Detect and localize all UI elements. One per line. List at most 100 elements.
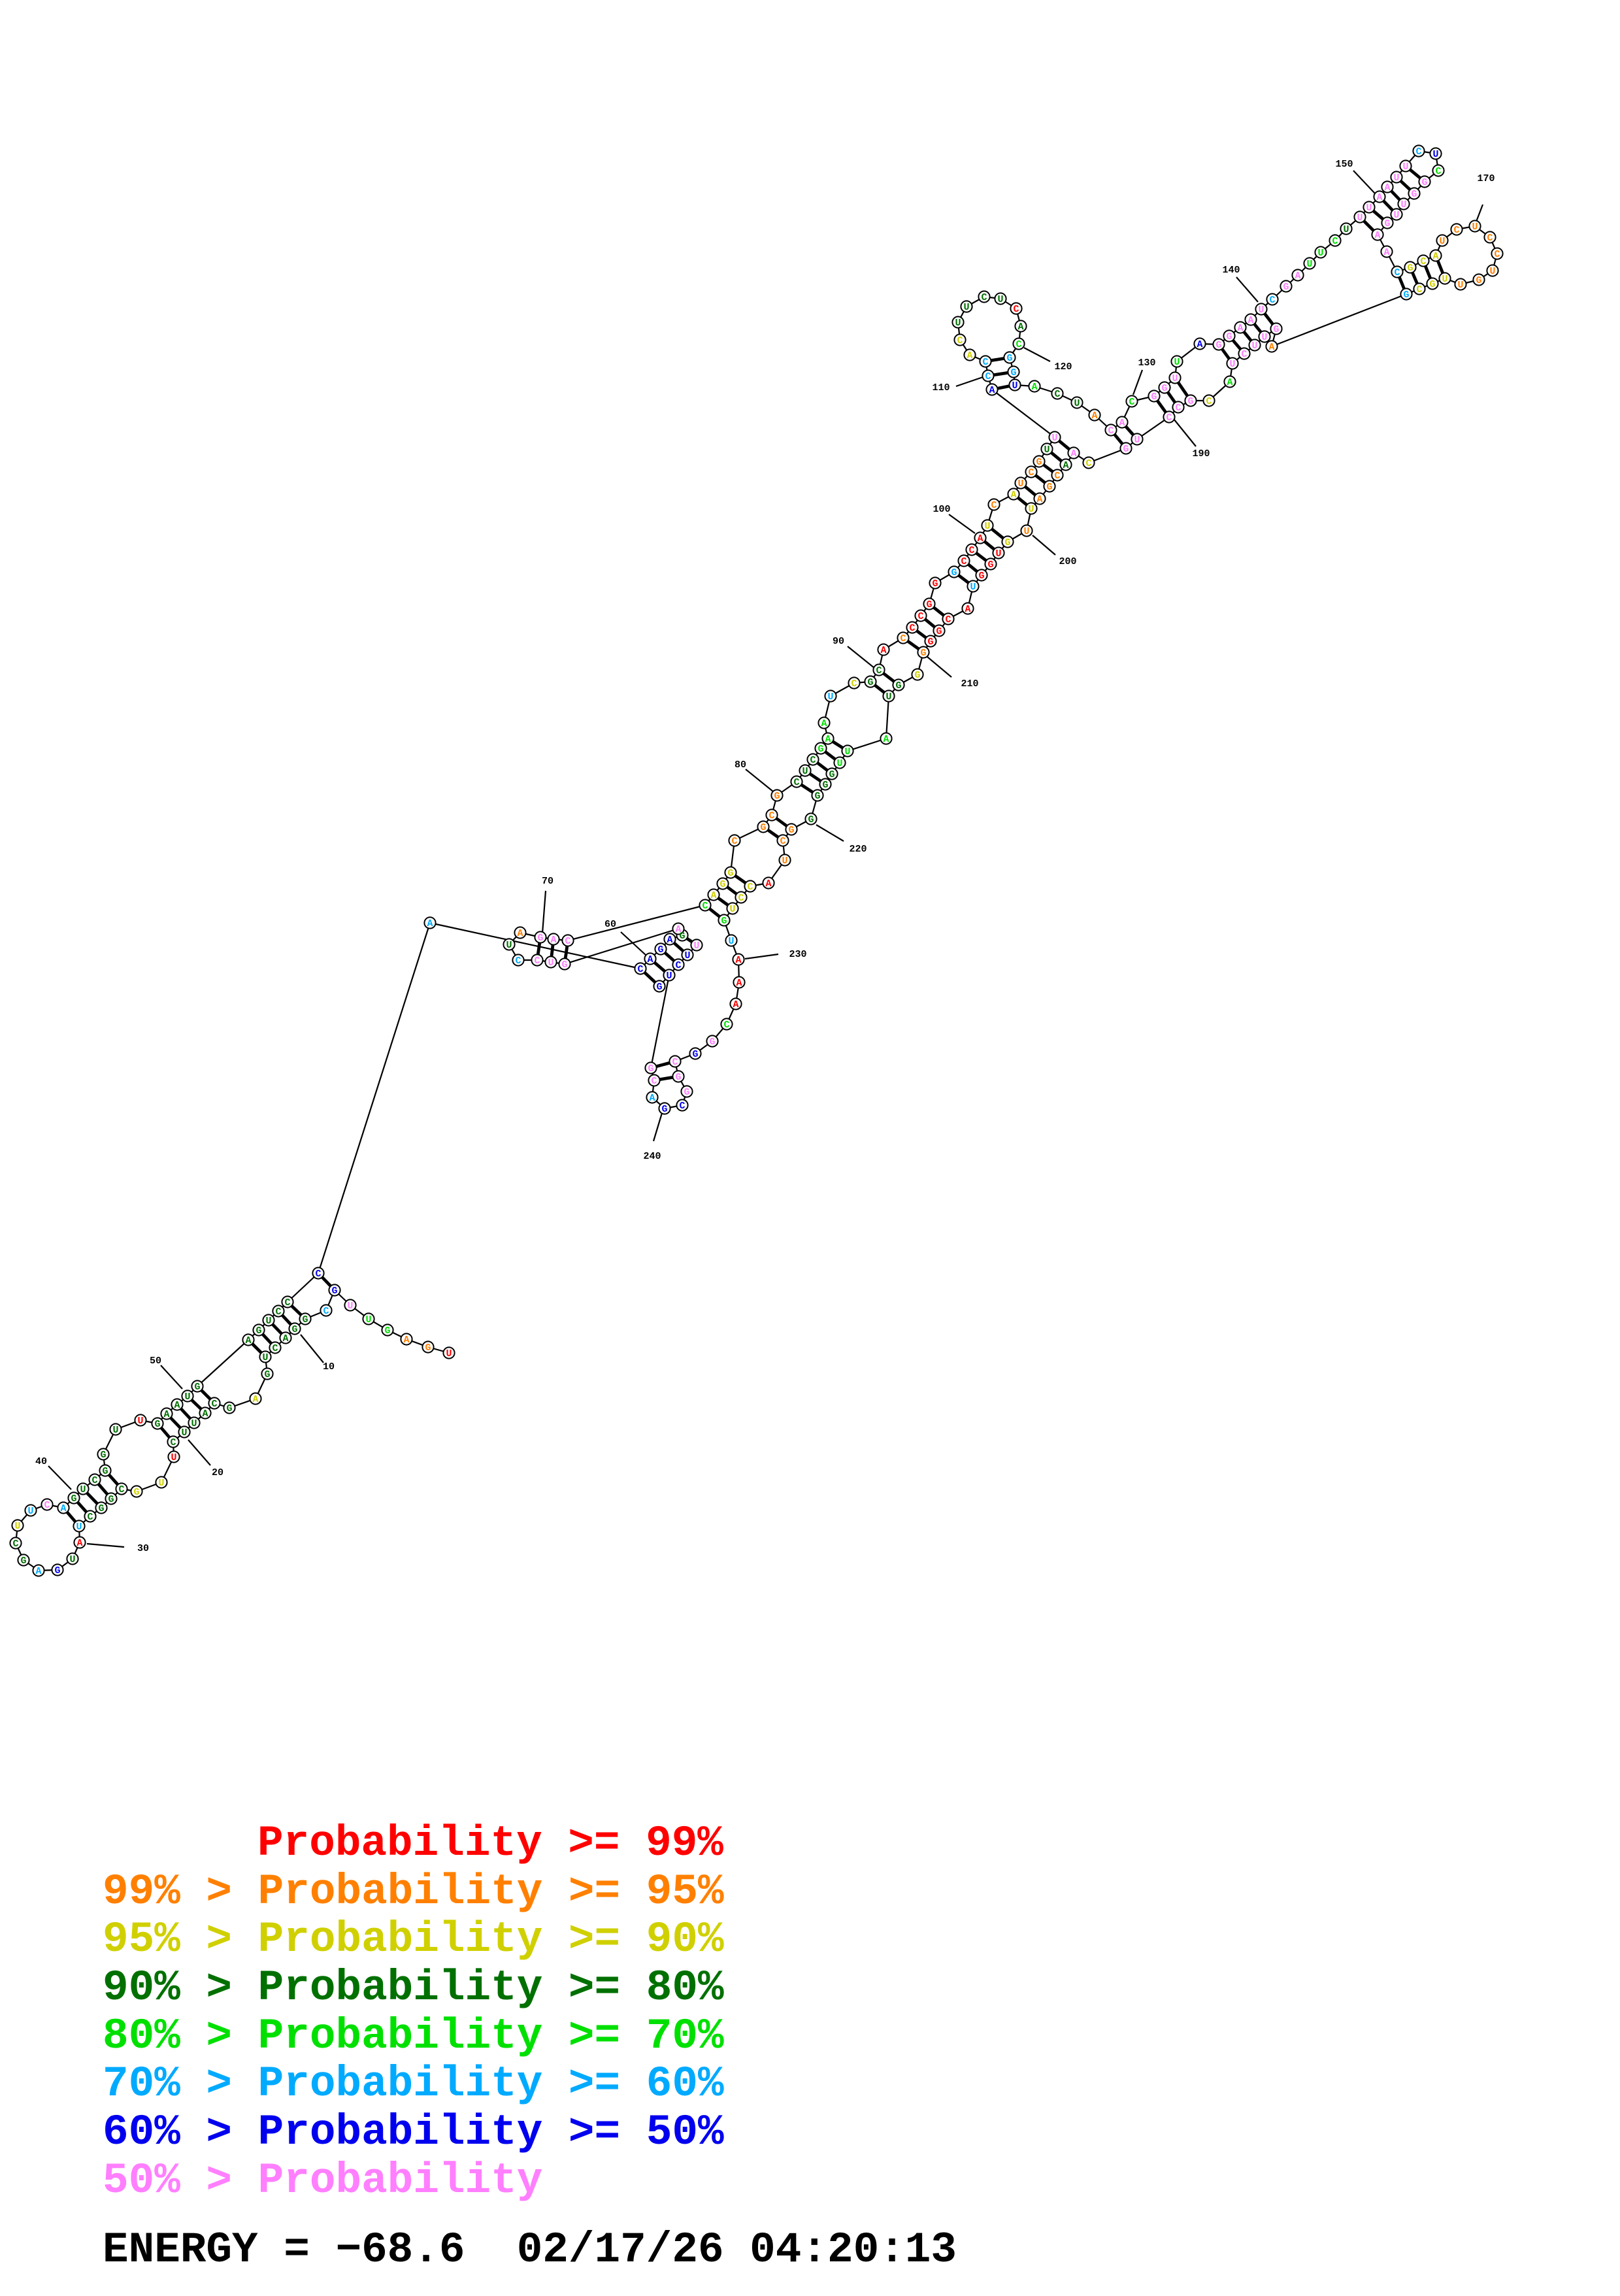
svg-text:G: G bbox=[822, 780, 828, 791]
svg-text:G: G bbox=[656, 982, 662, 993]
svg-text:C: C bbox=[44, 1500, 50, 1511]
svg-text:ENERGY = −68.6 02/17/26 04:20: ENERGY = −68.6 02/17/26 04:20:13 bbox=[103, 2225, 957, 2274]
svg-text:C: C bbox=[515, 956, 521, 967]
svg-text:A: A bbox=[989, 385, 995, 396]
svg-text:C: C bbox=[982, 357, 988, 368]
svg-text:C: C bbox=[780, 836, 785, 847]
svg-text:U: U bbox=[844, 746, 850, 757]
svg-text:170: 170 bbox=[1477, 173, 1495, 184]
svg-text:A: A bbox=[1063, 460, 1068, 471]
svg-text:U: U bbox=[1229, 359, 1235, 370]
svg-text:G: G bbox=[1273, 324, 1279, 335]
svg-text:C: C bbox=[1206, 396, 1212, 407]
svg-text:C: C bbox=[985, 371, 991, 382]
svg-text:G: G bbox=[914, 670, 920, 681]
svg-text:60% > Probability >= 50%: 60% > Probability >= 50% bbox=[103, 2108, 724, 2157]
svg-text:C: C bbox=[1487, 233, 1493, 244]
svg-text:60: 60 bbox=[604, 919, 616, 930]
svg-text:G: G bbox=[978, 571, 984, 582]
svg-text:A: A bbox=[880, 645, 886, 656]
svg-text:U: U bbox=[548, 957, 554, 969]
svg-text:G: G bbox=[1403, 290, 1409, 301]
svg-text:C: C bbox=[1332, 236, 1338, 247]
svg-text:C: C bbox=[1166, 412, 1172, 424]
svg-text:G: G bbox=[774, 791, 780, 802]
svg-text:A: A bbox=[1383, 247, 1389, 258]
svg-text:U: U bbox=[1251, 341, 1257, 352]
svg-text:U: U bbox=[76, 1522, 82, 1533]
svg-text:G: G bbox=[926, 599, 932, 610]
svg-text:U: U bbox=[446, 1348, 452, 1359]
svg-text:G: G bbox=[20, 1556, 26, 1567]
svg-text:U: U bbox=[885, 691, 891, 703]
svg-text:U: U bbox=[1317, 248, 1323, 259]
svg-text:80: 80 bbox=[735, 759, 746, 771]
svg-text:U: U bbox=[1472, 222, 1478, 233]
svg-text:U: U bbox=[1174, 357, 1180, 368]
svg-text:A: A bbox=[1119, 418, 1125, 429]
svg-text:A: A bbox=[883, 734, 889, 745]
svg-text:C: C bbox=[679, 1101, 685, 1112]
svg-text:G: G bbox=[818, 744, 823, 755]
svg-text:U: U bbox=[984, 521, 990, 532]
svg-text:A: A bbox=[649, 1093, 655, 1104]
svg-text:C: C bbox=[961, 556, 967, 567]
svg-text:U: U bbox=[827, 691, 833, 703]
svg-text:C: C bbox=[12, 1539, 18, 1550]
svg-text:C: C bbox=[672, 1057, 678, 1068]
svg-text:C: C bbox=[876, 665, 882, 676]
svg-text:C: C bbox=[118, 1484, 124, 1495]
svg-text:G: G bbox=[1004, 537, 1010, 548]
svg-text:C: C bbox=[323, 1306, 329, 1317]
svg-text:A: A bbox=[965, 604, 970, 615]
svg-text:C: C bbox=[211, 1399, 217, 1410]
svg-text:G: G bbox=[727, 868, 733, 879]
svg-text:A: A bbox=[967, 350, 972, 361]
svg-text:A: A bbox=[60, 1503, 66, 1514]
svg-text:G: G bbox=[920, 648, 926, 659]
svg-text:C: C bbox=[1435, 166, 1441, 177]
svg-text:G: G bbox=[1010, 367, 1016, 378]
svg-text:A: A bbox=[735, 955, 741, 966]
svg-text:C: C bbox=[981, 292, 987, 303]
svg-text:G: G bbox=[133, 1487, 139, 1498]
svg-text:U: U bbox=[158, 1478, 164, 1489]
svg-text:A: A bbox=[202, 1408, 208, 1420]
svg-text:C: C bbox=[1013, 304, 1019, 315]
svg-text:G: G bbox=[331, 1286, 337, 1297]
svg-text:G: G bbox=[661, 1104, 667, 1115]
svg-text:U: U bbox=[1400, 199, 1406, 210]
svg-text:A: A bbox=[427, 918, 433, 929]
svg-text:20: 20 bbox=[212, 1467, 223, 1478]
svg-text:C: C bbox=[968, 545, 974, 556]
svg-text:U: U bbox=[1393, 173, 1399, 184]
svg-text:30: 30 bbox=[137, 1543, 149, 1554]
svg-text:C: C bbox=[1054, 389, 1060, 400]
svg-text:U: U bbox=[137, 1416, 143, 1427]
svg-text:A: A bbox=[1268, 342, 1274, 353]
svg-text:C: C bbox=[675, 960, 681, 971]
svg-text:U: U bbox=[1357, 212, 1363, 224]
svg-text:G: G bbox=[384, 1325, 390, 1337]
svg-text:U: U bbox=[191, 1418, 197, 1429]
svg-text:G: G bbox=[808, 814, 814, 825]
svg-text:A: A bbox=[1295, 271, 1300, 282]
svg-text:U: U bbox=[955, 318, 961, 329]
svg-text:A: A bbox=[1237, 323, 1243, 334]
svg-text:130: 130 bbox=[1138, 358, 1155, 369]
svg-text:G: G bbox=[256, 1325, 261, 1337]
svg-text:200: 200 bbox=[1059, 556, 1076, 567]
svg-text:U: U bbox=[347, 1301, 353, 1312]
svg-text:U: U bbox=[782, 856, 787, 867]
svg-text:C: C bbox=[534, 956, 540, 967]
svg-text:C: C bbox=[1494, 249, 1500, 260]
svg-text:U: U bbox=[506, 940, 512, 951]
svg-text:240: 240 bbox=[643, 1151, 661, 1162]
svg-text:U: U bbox=[802, 766, 808, 777]
svg-text:A: A bbox=[550, 935, 556, 946]
svg-text:U: U bbox=[1343, 224, 1349, 235]
svg-text:A: A bbox=[733, 999, 738, 1010]
svg-text:C: C bbox=[945, 614, 951, 625]
svg-text:A: A bbox=[1031, 382, 1037, 393]
svg-text:A: A bbox=[1432, 251, 1438, 262]
